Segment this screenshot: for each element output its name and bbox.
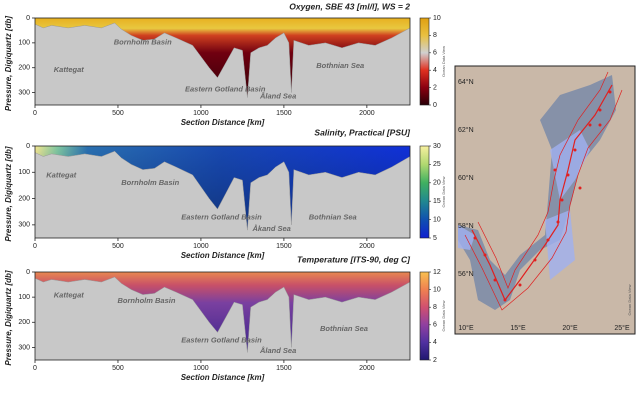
x-tick-label: 1500	[276, 365, 292, 372]
x-tick-label: 1000	[193, 110, 209, 117]
bottom-profile	[34, 22, 411, 98]
colorbar-tick-label: 2	[433, 84, 437, 91]
y-axis-label: Pressure, Digiquartz [db]	[4, 270, 13, 365]
colorbar-tick-label: 10	[433, 15, 441, 22]
colorbar	[419, 271, 430, 361]
colorbar-tick-label: 4	[433, 67, 437, 74]
colorbar-tick-label: 0	[433, 102, 437, 109]
region-label: Kattegat	[54, 65, 85, 74]
lat-label: 64°N	[458, 78, 474, 86]
colorbar-tick-label: 4	[433, 339, 437, 346]
colorbar-tick-label: 8	[433, 304, 437, 311]
watermark: Ocean Data View	[441, 176, 446, 207]
chart-title: Oxygen, SBE 43 [ml/l], WS = 2	[289, 1, 410, 11]
colorbar-tick-label: 10	[433, 286, 441, 293]
region-label: Eastern Gotland Basin	[181, 213, 262, 222]
map	[454, 65, 636, 335]
plot-frame	[34, 271, 411, 361]
y-axis-label: Pressure, Digiquartz [db]	[4, 16, 13, 111]
x-tick-label: 500	[112, 243, 124, 250]
lon-label: 15°E	[510, 324, 526, 332]
map-watermark: Ocean Data View	[627, 284, 632, 315]
region-label: Kattegat	[54, 291, 85, 300]
bottom-profile	[34, 150, 411, 231]
region-label: Eastern Gotland Basin	[181, 336, 262, 345]
y-tick-label: 100	[18, 169, 30, 176]
chart-title: Salinity, Practical [PSU]	[314, 127, 411, 137]
colorbar-tick-label: 6	[433, 50, 437, 57]
region-label: Bornholm Basin	[121, 178, 179, 187]
colorbar-tick-label: 15	[433, 198, 441, 205]
x-tick-label: 500	[112, 365, 124, 372]
lon-label: 20°E	[562, 324, 578, 332]
x-tick-label: 0	[33, 365, 37, 372]
colorbar-tick-label: 10	[433, 216, 441, 223]
bottom-profile	[34, 276, 411, 353]
y-tick-label: 0	[26, 143, 30, 150]
x-tick-label: 2000	[359, 243, 375, 250]
track	[471, 84, 613, 302]
region-label: Bornholm Basin	[114, 37, 172, 46]
watermark: Ocean Data View	[441, 300, 446, 331]
y-tick-label: 200	[18, 319, 30, 326]
colorbar-tick-label: 20	[433, 180, 441, 187]
lat-label: 58°N	[458, 222, 474, 230]
x-tick-label: 1000	[193, 243, 209, 250]
lat-label: 60°N	[458, 174, 474, 182]
plot-frame	[34, 145, 411, 239]
x-axis-label: Section Distance [km]	[181, 373, 265, 382]
y-tick-label: 200	[18, 65, 30, 72]
track-envelope	[464, 71, 623, 311]
lon-label: 25°E	[614, 324, 630, 332]
colorbar-tick-label: 6	[433, 322, 437, 329]
y-tick-label: 200	[18, 195, 30, 202]
colorbar	[419, 17, 430, 106]
y-tick-label: 0	[26, 269, 30, 276]
region-label: Åkand Sea	[252, 224, 291, 233]
region-label: Bothnian Sea	[309, 213, 357, 222]
region-label: Bothnian Sea	[320, 324, 368, 333]
x-tick-label: 1000	[193, 365, 209, 372]
region-label: Åland Sea	[259, 91, 296, 100]
plot-frame	[34, 17, 411, 106]
colorbar-tick-label: 8	[433, 32, 437, 39]
lat-label: 62°N	[458, 126, 474, 134]
y-tick-label: 300	[18, 89, 30, 96]
x-axis-label: Section Distance [km]	[181, 251, 265, 260]
y-tick-label: 0	[26, 15, 30, 22]
y-tick-label: 100	[18, 294, 30, 301]
region-label: Kattegat	[46, 170, 77, 179]
y-axis-label: Pressure, Digiquartz [db]	[4, 146, 13, 241]
stations	[473, 90, 612, 302]
x-axis-label: Section Distance [km]	[181, 118, 265, 127]
watermark: Ocean Data View	[441, 46, 446, 77]
lat-label: 56°N	[458, 270, 474, 278]
colorbar-tick-label: 5	[433, 235, 437, 242]
region-label: Bothnian Sea	[316, 61, 364, 70]
region-label: Bornholm Basin	[118, 296, 176, 305]
y-tick-label: 300	[18, 222, 30, 229]
x-tick-label: 0	[33, 243, 37, 250]
x-tick-label: 1500	[276, 110, 292, 117]
lon-label: 10°E	[458, 324, 474, 332]
chart-title: Temperature [ITS-90, deg C]	[297, 254, 411, 264]
x-tick-label: 500	[112, 110, 124, 117]
colorbar-tick-label: 25	[433, 161, 441, 168]
y-tick-label: 100	[18, 40, 30, 47]
colorbar-tick-label: 30	[433, 143, 441, 150]
x-tick-label: 1500	[276, 243, 292, 250]
y-tick-label: 300	[18, 344, 30, 351]
region-label: Åland Sea	[259, 346, 296, 355]
colorbar-tick-label: 2	[433, 357, 437, 364]
region-label: Eastern Gotland Basin	[185, 84, 266, 93]
x-tick-label: 2000	[359, 365, 375, 372]
colorbar	[419, 145, 430, 239]
x-tick-label: 2000	[359, 110, 375, 117]
colorbar-tick-label: 12	[433, 269, 441, 276]
x-tick-label: 0	[33, 110, 37, 117]
